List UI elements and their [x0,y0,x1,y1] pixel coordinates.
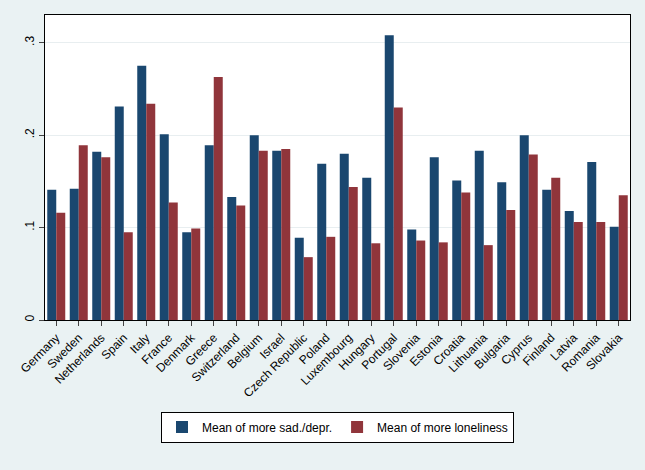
svg-text:Latvia: Latvia [548,331,581,364]
svg-text:Denmark: Denmark [153,330,198,375]
svg-text:Poland: Poland [296,331,332,367]
svg-text:Czech Republic: Czech Republic [241,331,310,400]
svg-text:Spain: Spain [99,331,131,363]
svg-text:Germany: Germany [18,331,63,376]
svg-text:Mean of more sad./depr.: Mean of more sad./depr. [202,421,332,435]
svg-text:Luxembourg: Luxembourg [298,331,355,388]
svg-text:Belgium: Belgium [225,331,266,372]
svg-text:Slovakia: Slovakia [583,331,625,373]
svg-text:Hungary: Hungary [336,331,378,373]
svg-text:.3: .3 [23,36,37,46]
svg-text:Mean of more loneliness: Mean of more loneliness [377,421,508,435]
svg-text:Portugal: Portugal [359,331,401,373]
svg-text:0: 0 [23,315,37,322]
svg-text:Greece: Greece [182,331,220,369]
svg-text:Israel: Israel [257,331,288,362]
svg-text:Italy: Italy [127,331,152,356]
svg-text:Sweden: Sweden [45,331,86,372]
svg-text:Cyprus: Cyprus [498,331,535,368]
svg-text:Netherlands: Netherlands [52,331,108,387]
svg-text:Slovenia: Slovenia [380,331,423,374]
svg-text:Romania: Romania [559,331,603,375]
svg-text:Finland: Finland [520,331,558,369]
svg-text:Croatia: Croatia [430,331,467,368]
svg-text:Estonia: Estonia [407,331,445,369]
svg-text:Lithuania: Lithuania [446,331,491,376]
svg-text:.2: .2 [23,128,37,138]
svg-text:France: France [139,331,176,368]
svg-text:Bulgaria: Bulgaria [472,331,513,372]
svg-text:.1: .1 [23,220,37,230]
svg-text:Switzerland: Switzerland [189,331,243,385]
